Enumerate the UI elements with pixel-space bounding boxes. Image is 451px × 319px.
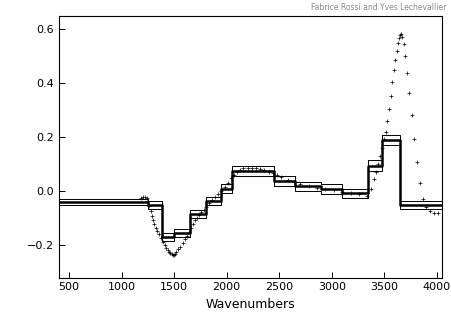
X-axis label: Wavenumbers: Wavenumbers: [206, 298, 295, 311]
Text: Fabrice Rossi and Yves Lechevallier: Fabrice Rossi and Yves Lechevallier: [311, 3, 446, 12]
